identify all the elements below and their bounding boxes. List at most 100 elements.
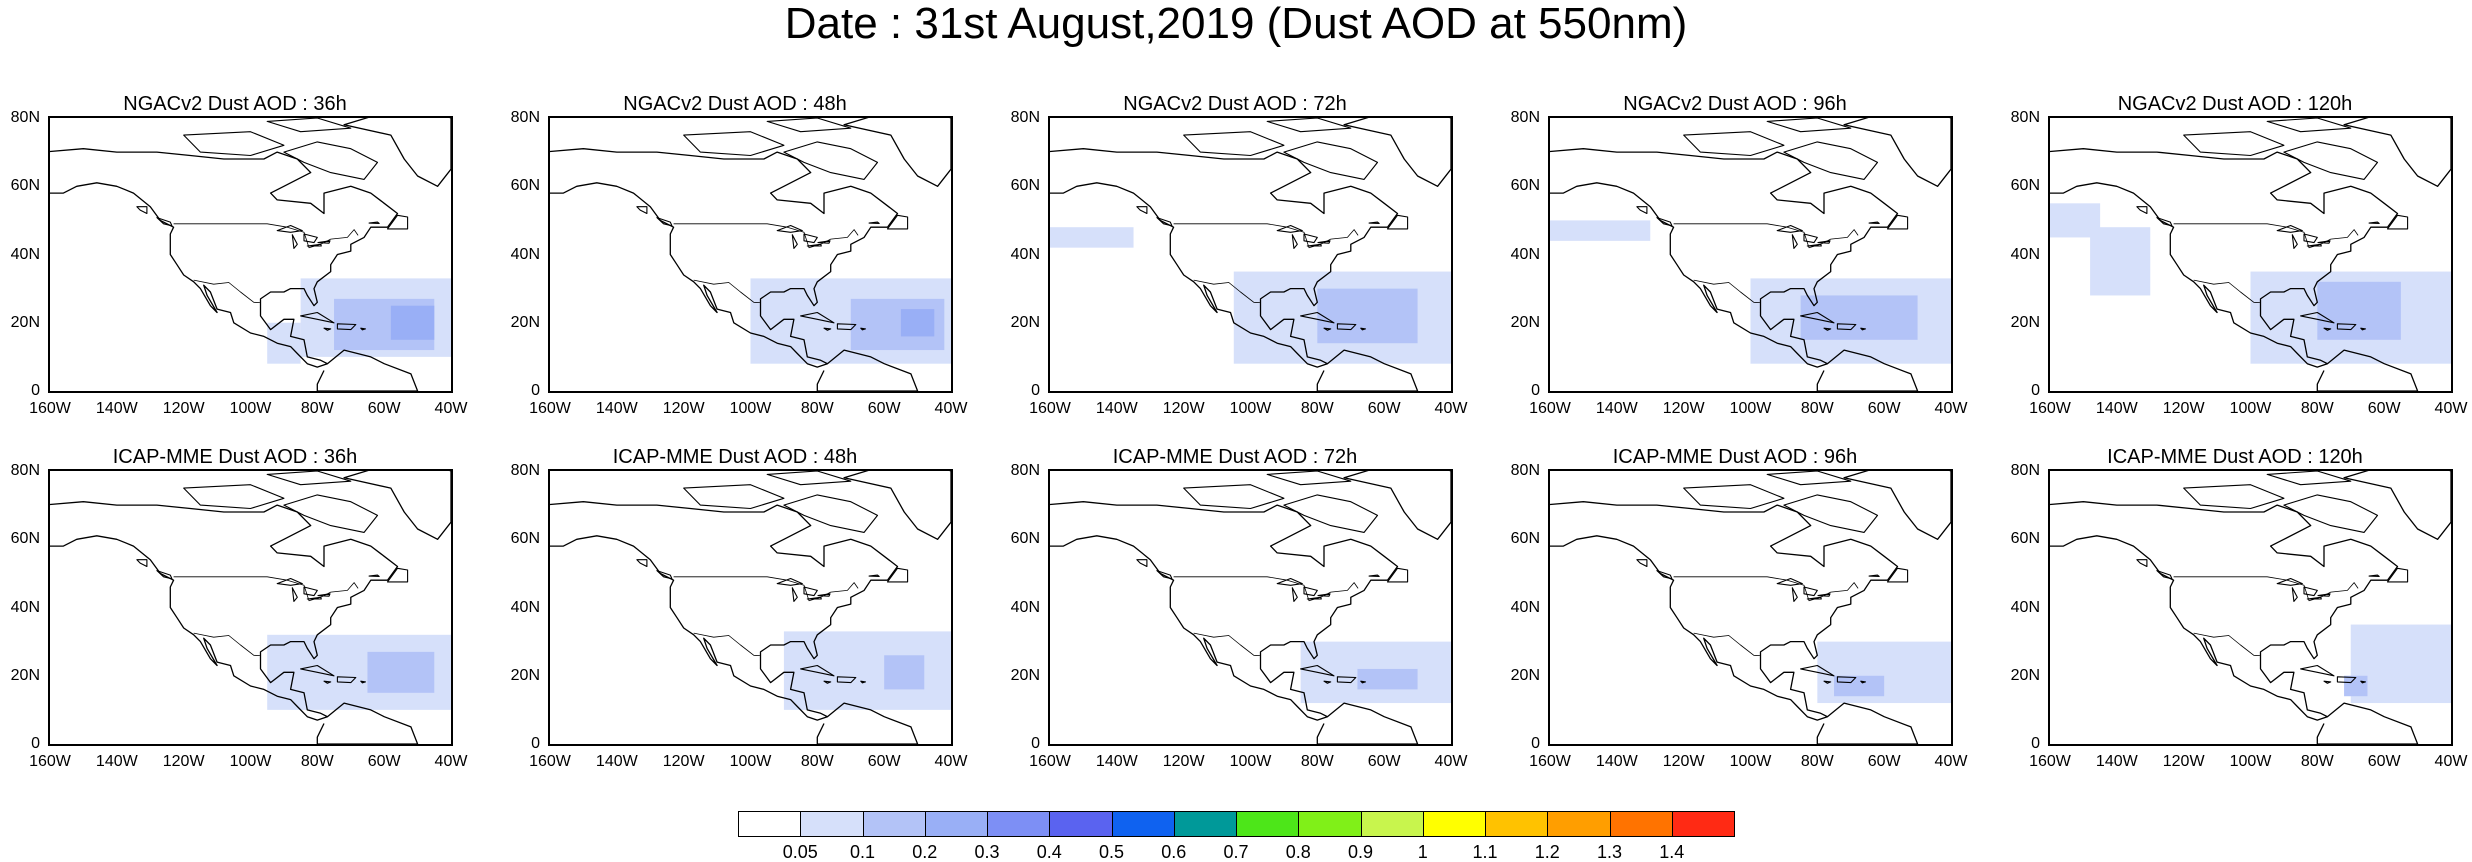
country-border xyxy=(1693,279,1760,303)
lat-tick-label: 0 xyxy=(2031,382,2040,399)
coastline xyxy=(2050,501,2399,721)
map-frame xyxy=(1048,469,1453,746)
map-frame xyxy=(2048,469,2453,746)
lon-tick-label: 40W xyxy=(1934,400,1968,417)
island-outline xyxy=(1360,680,1367,684)
coastline xyxy=(1816,349,1919,391)
lon-tick-label: 80W xyxy=(300,753,334,770)
colorbar-label: 0.05 xyxy=(782,842,818,862)
island-outline xyxy=(1368,574,1380,577)
lon-tick-label: 80W xyxy=(1300,753,1334,770)
colorbar-label: 0.4 xyxy=(1036,842,1062,862)
colorbar-swatch xyxy=(1111,811,1175,837)
lake-outline xyxy=(1803,586,1818,597)
country-border xyxy=(1193,279,1260,303)
island-outline xyxy=(1656,570,1673,580)
dust-aod-region xyxy=(1834,675,1885,697)
colorbar-label: 1.2 xyxy=(1534,842,1560,862)
island-outline xyxy=(283,494,379,533)
map-canvas xyxy=(550,471,951,744)
lake-outline xyxy=(303,586,318,597)
island-outline xyxy=(868,574,880,577)
lat-tick-label: 80N xyxy=(510,109,540,126)
lon-tick-label: 60W xyxy=(367,400,401,417)
colorbar-swatch xyxy=(1422,811,1486,837)
island-outline xyxy=(136,206,148,215)
island-outline xyxy=(1183,484,1285,510)
island-outline xyxy=(1783,141,1879,180)
island-outline xyxy=(1683,484,1785,510)
lon-tick-label: 140W xyxy=(2095,753,2138,770)
lon-tick-label: 80W xyxy=(1300,400,1334,417)
dust-aod-region xyxy=(2090,227,2151,296)
lat-tick-label: 40N xyxy=(2010,245,2040,263)
panel-title: ICAP-MME Dust AOD : 48h xyxy=(612,446,858,468)
lat-tick-label: 0 xyxy=(1031,735,1040,752)
lat-tick-label: 40N xyxy=(1510,245,1540,263)
lake-outline xyxy=(803,233,818,244)
lon-tick-label: 120W xyxy=(662,400,705,417)
colorbar-label: 1.1 xyxy=(1472,842,1498,862)
island-outline xyxy=(183,131,285,157)
island-outline xyxy=(2360,327,2367,331)
lake-outline xyxy=(1291,234,1298,249)
island-outline xyxy=(1886,214,1909,230)
island-outline xyxy=(1800,311,1835,324)
island-outline xyxy=(323,327,332,331)
lake-outline xyxy=(803,586,818,597)
island-outline xyxy=(156,570,173,580)
lon-tick-label: 160W xyxy=(1029,400,1071,417)
colorbar-swatch xyxy=(1671,811,1735,837)
island-outline xyxy=(1868,221,1880,224)
island-outline xyxy=(360,327,367,331)
lat-tick-label: 20N xyxy=(2010,666,2040,684)
lon-tick-label: 140W xyxy=(95,400,138,417)
lat-tick-label: 80N xyxy=(1510,462,1540,479)
colorbar-swatch xyxy=(1547,811,1611,837)
lon-tick-label: 80W xyxy=(800,400,834,417)
lake-outline xyxy=(2291,587,2298,602)
coastline xyxy=(1316,702,1419,744)
lon-tick-label: 120W xyxy=(1662,400,1705,417)
country-border xyxy=(1673,576,1859,602)
dust-aod-region xyxy=(267,322,301,364)
coastline xyxy=(343,471,451,540)
island-outline xyxy=(266,471,352,486)
colorbar-swatch xyxy=(862,811,926,837)
country-border xyxy=(1693,632,1760,656)
panel-title: NGACv2 Dust AOD : 120h xyxy=(2117,93,2353,115)
island-outline xyxy=(1136,559,1148,568)
lon-tick-label: 120W xyxy=(1662,753,1705,770)
island-outline xyxy=(1266,471,1352,486)
lon-tick-label: 160W xyxy=(29,753,71,770)
island-outline xyxy=(283,141,379,180)
island-outline xyxy=(1386,214,1409,230)
lon-tick-label: 40W xyxy=(1934,753,1968,770)
lake-outline xyxy=(1803,233,1818,244)
country-border xyxy=(2193,632,2260,656)
lon-tick-label: 120W xyxy=(2162,400,2205,417)
island-outline xyxy=(1860,680,1867,684)
lon-tick-label: 120W xyxy=(662,753,705,770)
panel-title: NGACv2 Dust AOD : 96h xyxy=(1623,93,1847,115)
panel-title: NGACv2 Dust AOD : 72h xyxy=(1123,93,1347,115)
lon-tick-label: 140W xyxy=(95,753,138,770)
island-outline xyxy=(1300,664,1335,677)
map-panel: NGACv2 Dust AOD : 36h 80N 60N 40N 20N 0 160W 14… xyxy=(0,88,500,468)
island-outline xyxy=(2323,680,2332,684)
lat-tick-label: 60N xyxy=(1010,530,1040,548)
island-outline xyxy=(886,567,909,583)
island-outline xyxy=(386,214,409,230)
colorbar-label: 0.7 xyxy=(1223,842,1249,862)
coastline xyxy=(1843,118,1951,187)
lon-tick-label: 100W xyxy=(729,400,772,417)
country-border xyxy=(2173,576,2359,602)
lon-tick-label: 140W xyxy=(1595,753,1638,770)
island-outline xyxy=(2386,214,2409,230)
lon-tick-label: 60W xyxy=(1867,400,1901,417)
lake-outline xyxy=(291,234,298,249)
island-outline xyxy=(823,327,832,331)
colorbar-swatch xyxy=(924,811,988,837)
island-outline xyxy=(800,664,835,677)
lon-tick-label: 80W xyxy=(300,400,334,417)
